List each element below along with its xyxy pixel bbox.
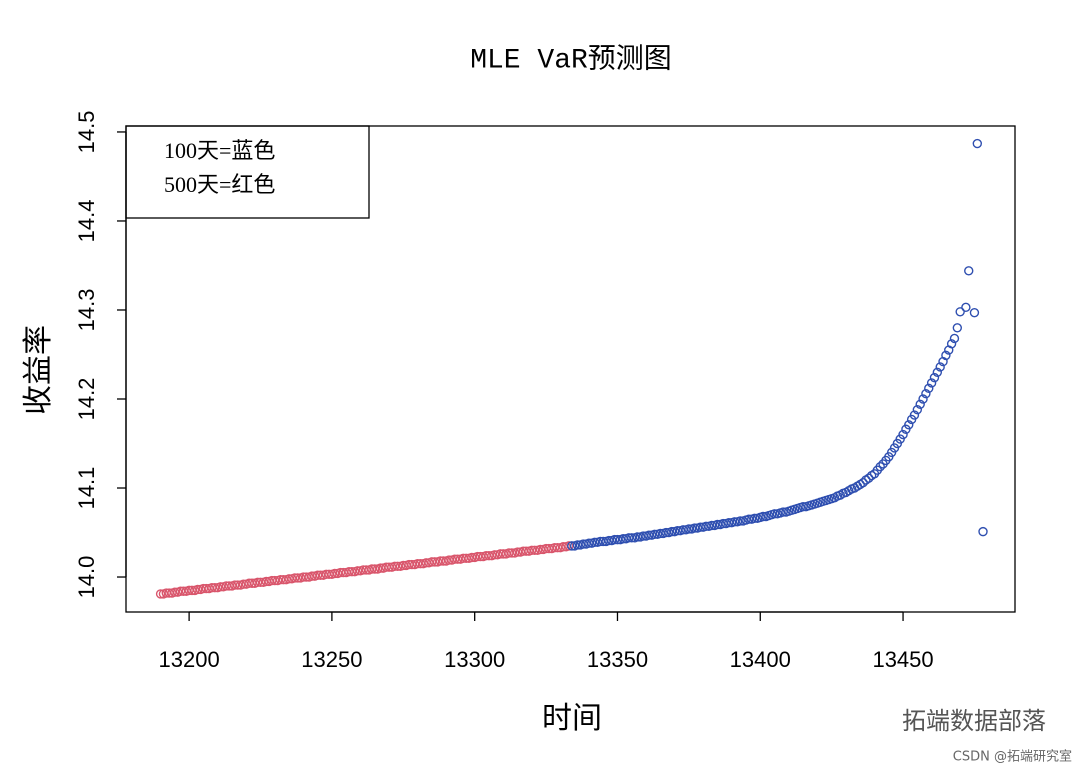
x-tick-label: 13250 — [301, 647, 362, 672]
x-tick-label: 13350 — [587, 647, 648, 672]
point — [929, 372, 940, 383]
point — [946, 339, 957, 349]
y-tick-label: 14.5 — [74, 111, 99, 154]
x-tick-label: 13300 — [444, 647, 505, 672]
y-axis-label: 收益率 — [21, 325, 56, 415]
point — [875, 461, 885, 472]
point — [758, 511, 768, 522]
point — [769, 509, 780, 519]
y-tick-label: 14.0 — [74, 556, 99, 599]
point — [972, 138, 983, 149]
plot-frame — [125, 125, 1016, 613]
point — [735, 516, 745, 526]
point — [941, 350, 951, 361]
point — [952, 323, 963, 333]
point — [932, 367, 943, 377]
point — [918, 394, 928, 404]
point — [912, 404, 923, 415]
point — [898, 429, 908, 440]
point — [978, 526, 988, 537]
point — [798, 502, 808, 512]
watermark-source: CSDN @拓端研究室 — [953, 749, 1072, 765]
chart-title: MLE VaR预测图 — [470, 43, 672, 76]
point — [964, 266, 974, 276]
point — [924, 383, 934, 394]
legend-text: 500天=红色 — [164, 172, 275, 197]
point — [955, 307, 965, 317]
point — [858, 477, 868, 488]
x-tick-label: 13400 — [730, 647, 791, 672]
point — [904, 420, 914, 430]
x-axis-label: 时间 — [542, 701, 602, 736]
point — [864, 473, 874, 483]
x-tick-label: 13200 — [159, 647, 220, 672]
point — [921, 388, 931, 399]
point — [778, 507, 788, 517]
x-tick-label: 13450 — [872, 647, 933, 672]
point — [926, 378, 937, 388]
y-tick-label: 14.2 — [74, 378, 99, 421]
legend-text: 100天=蓝色 — [164, 138, 275, 163]
point — [915, 399, 925, 410]
point — [749, 513, 760, 523]
y-tick-label: 14.4 — [74, 200, 99, 243]
point — [935, 362, 945, 372]
y-tick-label: 14.3 — [74, 289, 99, 332]
y-tick-label: 14.1 — [74, 467, 99, 510]
point — [949, 333, 960, 344]
watermark-brand: 拓端数据部落 — [902, 707, 1046, 735]
point — [961, 302, 971, 313]
point — [969, 307, 980, 318]
point — [909, 410, 920, 420]
